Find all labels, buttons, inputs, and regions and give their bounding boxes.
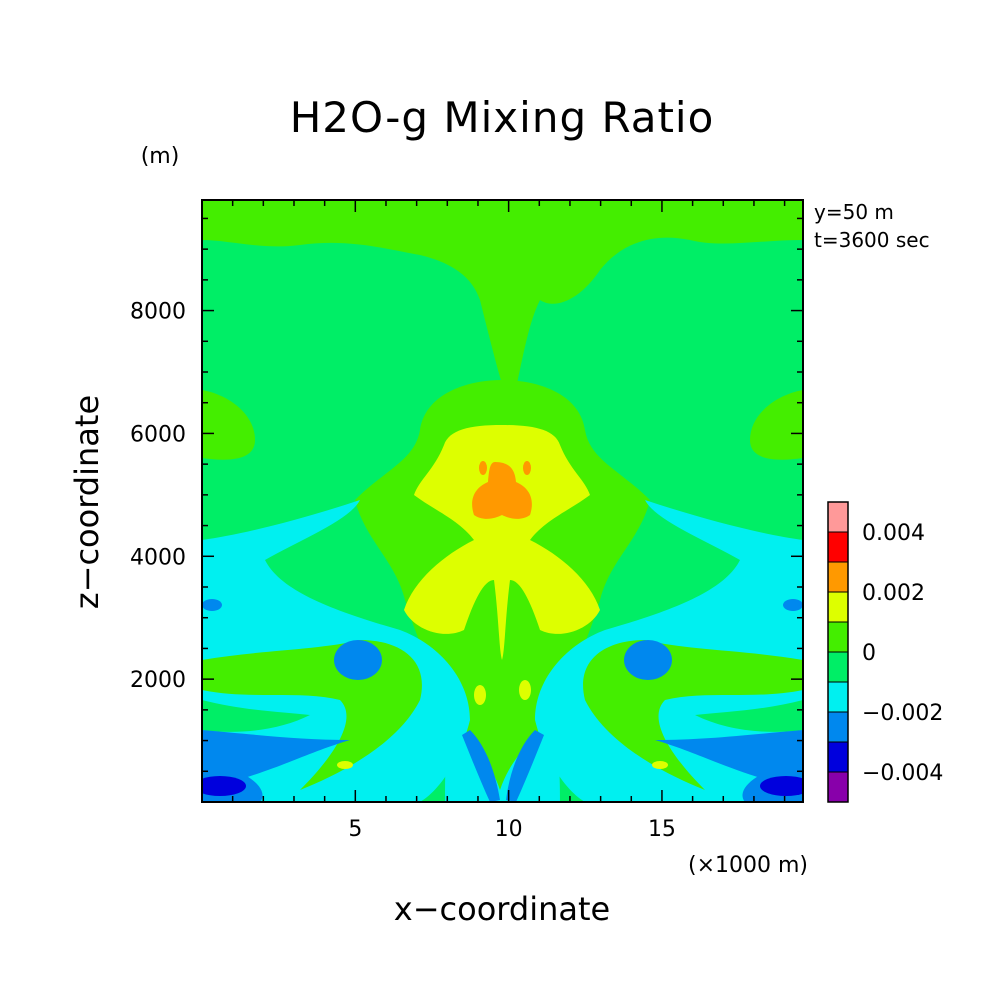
colorbar-swatch bbox=[828, 502, 848, 532]
colorbar-swatch bbox=[828, 622, 848, 652]
colorbar-swatch bbox=[828, 592, 848, 622]
contour-cyan-center bbox=[445, 720, 560, 802]
y-unit-label: (m) bbox=[141, 144, 180, 169]
contour-upper-plume bbox=[202, 200, 803, 410]
contour-orange-core bbox=[472, 462, 532, 519]
contour-darkblue-right bbox=[760, 776, 803, 796]
contour-yellow-dot-edge-right bbox=[652, 761, 668, 769]
colorbar-swatch bbox=[828, 712, 848, 742]
x-axis-label: x−coordinate bbox=[394, 890, 610, 928]
annotation-t: t=3600 sec bbox=[814, 228, 930, 252]
contour-left-lobe bbox=[202, 390, 255, 460]
chart-title: H2O-g Mixing Ratio bbox=[290, 93, 715, 142]
contour-orange-dot-left bbox=[479, 461, 487, 475]
colorbar-swatch bbox=[828, 532, 848, 562]
colorbar-tick-label: −0.002 bbox=[862, 701, 943, 726]
colorbar-tick-label: 0.004 bbox=[862, 521, 925, 546]
colorbar-swatch bbox=[828, 772, 848, 802]
colorbar-tick-label: 0.002 bbox=[862, 581, 925, 606]
contour-blue-oval-right bbox=[624, 640, 672, 680]
contour-blue-dot-left bbox=[202, 599, 222, 611]
x-tick-label: 5 bbox=[348, 817, 362, 842]
colorbar: −0.004 −0.002 0 0.002 0.004 bbox=[827, 501, 943, 803]
x-axis: 5 10 15 bbox=[231, 200, 786, 842]
contour-yellow-dot-left bbox=[474, 685, 486, 705]
colorbar-swatch bbox=[828, 652, 848, 682]
annotation-y: y=50 m bbox=[814, 200, 894, 224]
y-axis-label: z−coordinate bbox=[68, 395, 106, 609]
colorbar-swatch bbox=[828, 682, 848, 712]
contour-yellow-dot-edge-left bbox=[337, 761, 353, 769]
colorbar-swatch bbox=[828, 742, 848, 772]
y-tick-label: 6000 bbox=[130, 422, 186, 447]
x-tick-label: 10 bbox=[495, 817, 523, 842]
colorbar-tick-label: 0 bbox=[862, 641, 876, 666]
contour-blue-oval-left bbox=[334, 640, 382, 680]
contour-base-level-left bbox=[202, 700, 310, 732]
contour-blue-dot-right bbox=[783, 599, 803, 611]
plot-frame bbox=[201, 199, 804, 803]
contour-base-level-right bbox=[695, 700, 803, 732]
colorbar-tick-label: −0.004 bbox=[862, 761, 943, 786]
y-tick-label: 8000 bbox=[130, 300, 186, 325]
contour-yellow-core bbox=[404, 425, 600, 660]
colorbar-swatch bbox=[828, 562, 848, 592]
y-tick-label: 2000 bbox=[130, 668, 186, 693]
x-unit-label: (×1000 m) bbox=[688, 853, 808, 878]
contour-darkblue-left bbox=[202, 776, 246, 796]
y-tick-label: 4000 bbox=[130, 545, 186, 570]
contour-yellow-dot-right bbox=[519, 680, 531, 700]
y-axis: 2000 4000 6000 8000 bbox=[130, 217, 803, 773]
contour-blue-center bbox=[462, 730, 544, 802]
contour-orange-dot-right bbox=[523, 461, 531, 475]
x-tick-label: 15 bbox=[648, 817, 676, 842]
contour-field bbox=[202, 200, 803, 802]
contour-right-lobe bbox=[750, 390, 803, 460]
